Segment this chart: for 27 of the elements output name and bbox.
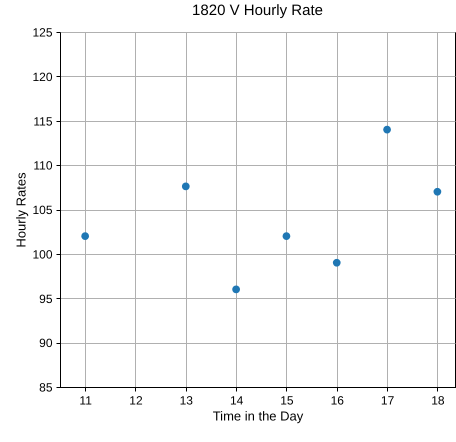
y-tick-label: 110 bbox=[33, 158, 53, 173]
x-tick-label: 16 bbox=[330, 394, 344, 408]
y-tick-label: 115 bbox=[33, 114, 53, 128]
point bbox=[81, 232, 90, 240]
y-tick-label: 100 bbox=[32, 247, 53, 262]
x-tick-label: 15 bbox=[280, 394, 294, 408]
point bbox=[182, 182, 190, 190]
y-axis-title: Hourly Rates bbox=[13, 172, 28, 248]
point bbox=[232, 286, 240, 294]
chart-title: 1820 V Hourly Rate bbox=[192, 2, 323, 19]
point bbox=[332, 258, 341, 267]
x-tick-label: 13 bbox=[180, 394, 194, 408]
x-tick-label: 18 bbox=[431, 394, 445, 408]
y-tick-label: 105 bbox=[32, 203, 53, 217]
x-axis-title: Time in the Day bbox=[212, 408, 304, 424]
x-tick-label: 17 bbox=[380, 394, 395, 408]
y-tick-label: 95 bbox=[39, 292, 53, 306]
y-tick-label: 90 bbox=[39, 336, 53, 350]
y-tick-label: 85 bbox=[39, 380, 53, 394]
point bbox=[282, 232, 290, 240]
y-tick-label: 125 bbox=[32, 26, 53, 40]
x-tick-label: 11 bbox=[79, 394, 92, 408]
x-tick-label: 12 bbox=[129, 394, 143, 408]
y-tick-label: 120 bbox=[32, 70, 53, 84]
point bbox=[383, 126, 391, 134]
x-tick-label: 14 bbox=[230, 394, 244, 408]
point bbox=[434, 188, 442, 196]
